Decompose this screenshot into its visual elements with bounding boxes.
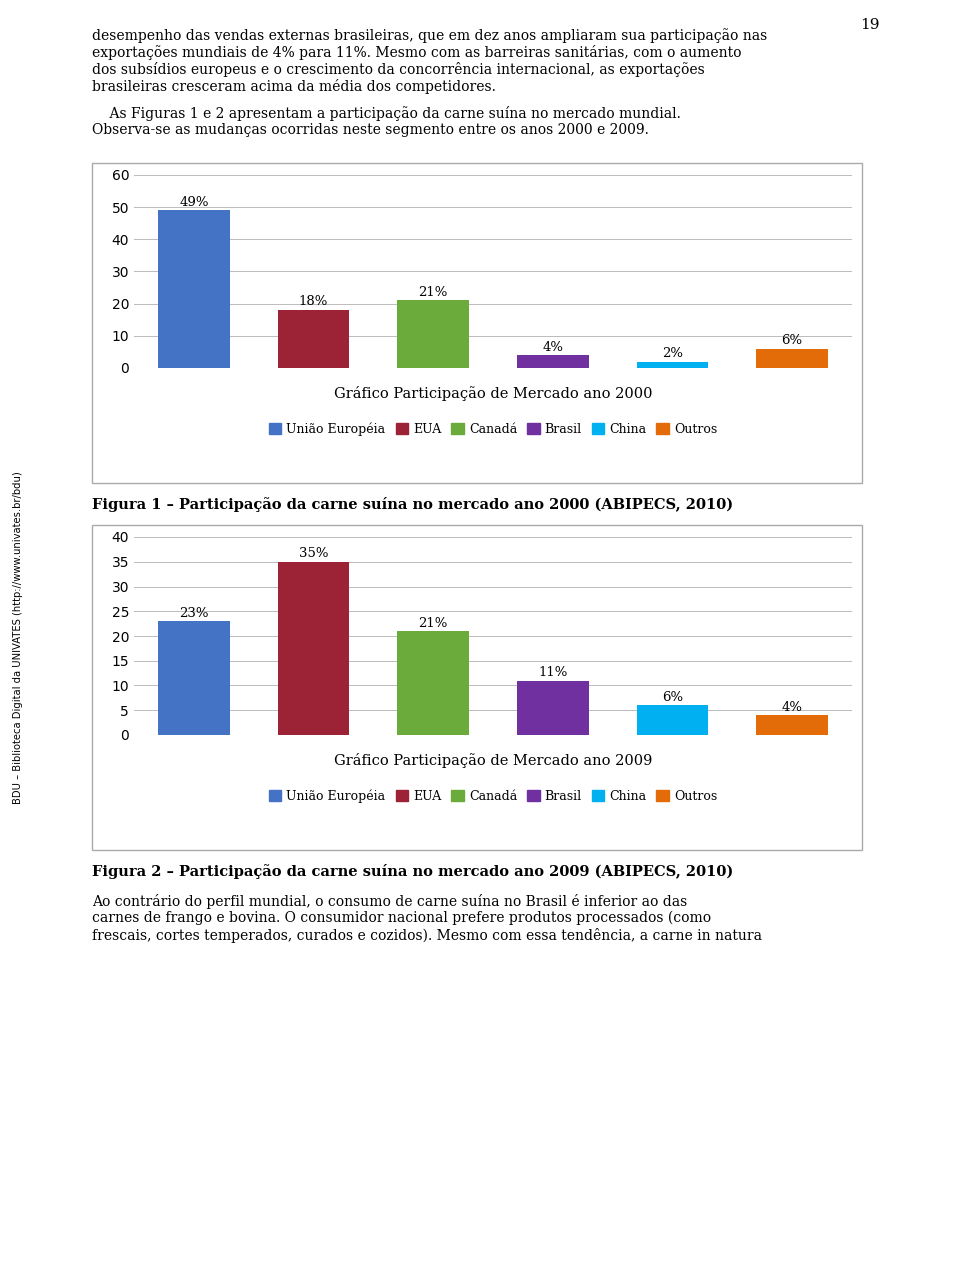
Text: 21%: 21% <box>419 617 448 630</box>
Text: 4%: 4% <box>542 340 564 353</box>
Bar <box>158 210 229 368</box>
Text: Figura 1 – Participação da carne suína no mercado ano 2000 (ABIPECS, 2010): Figura 1 – Participação da carne suína n… <box>92 497 733 513</box>
Text: 6%: 6% <box>781 334 803 347</box>
Text: Gráfico Participação de Mercado ano 2000: Gráfico Participação de Mercado ano 2000 <box>334 386 652 402</box>
Text: dos subsídios europeus e o crescimento da concorrência internacional, as exporta: dos subsídios europeus e o crescimento d… <box>92 62 705 76</box>
Text: brasileiras cresceram acima da média dos competidores.: brasileiras cresceram acima da média dos… <box>92 79 496 94</box>
Text: 4%: 4% <box>781 701 803 714</box>
Text: 6%: 6% <box>662 691 684 704</box>
Text: As Figuras 1 e 2 apresentam a participação da carne suína no mercado mundial.: As Figuras 1 e 2 apresentam a participaç… <box>92 106 681 121</box>
Text: carnes de frango e bovina. O consumidor nacional prefere produtos processados (c: carnes de frango e bovina. O consumidor … <box>92 912 711 926</box>
Text: 19: 19 <box>860 18 879 32</box>
Bar <box>397 301 469 368</box>
Bar <box>397 631 469 734</box>
Text: desempenho das vendas externas brasileiras, que em dez anos ampliaram sua partic: desempenho das vendas externas brasileir… <box>92 28 767 43</box>
Text: frescais, cortes temperados, curados e cozidos). Mesmo com essa tendência, a car: frescais, cortes temperados, curados e c… <box>92 928 762 944</box>
Bar <box>277 310 349 368</box>
Bar <box>756 715 828 734</box>
Text: Observa-se as mudanças ocorridas neste segmento entre os anos 2000 e 2009.: Observa-se as mudanças ocorridas neste s… <box>92 122 649 136</box>
Text: 2%: 2% <box>662 347 683 360</box>
Bar <box>636 705 708 734</box>
Bar <box>756 348 828 368</box>
Bar <box>158 621 229 734</box>
Text: Figura 2 – Participação da carne suína no mercado ano 2009 (ABIPECS, 2010): Figura 2 – Participação da carne suína n… <box>92 864 733 878</box>
Text: Gráfico Participação de Mercado ano 2009: Gráfico Participação de Mercado ano 2009 <box>334 754 652 768</box>
Text: 11%: 11% <box>539 666 567 680</box>
Text: 35%: 35% <box>299 547 328 560</box>
Text: exportações mundiais de 4% para 11%. Mesmo com as barreiras sanitárias, com o au: exportações mundiais de 4% para 11%. Mes… <box>92 45 741 60</box>
Bar <box>516 356 588 368</box>
Text: 21%: 21% <box>419 286 448 298</box>
Text: 23%: 23% <box>180 607 208 620</box>
Text: 49%: 49% <box>180 196 208 209</box>
Bar <box>277 562 349 734</box>
Bar <box>516 681 588 734</box>
Text: BDU – Biblioteca Digital da UNIVATES (http://www.univates.br/bdu): BDU – Biblioteca Digital da UNIVATES (ht… <box>13 472 23 803</box>
Text: Ao contrário do perfil mundial, o consumo de carne suína no Brasil é inferior ao: Ao contrário do perfil mundial, o consum… <box>92 894 687 909</box>
Bar <box>636 362 708 368</box>
Legend: União Européia, EUA, Canadá, Brasil, China, Outros: União Européia, EUA, Canadá, Brasil, Chi… <box>269 789 717 803</box>
Legend: União Européia, EUA, Canadá, Brasil, China, Outros: União Européia, EUA, Canadá, Brasil, Chi… <box>269 422 717 436</box>
Text: 18%: 18% <box>299 296 328 309</box>
